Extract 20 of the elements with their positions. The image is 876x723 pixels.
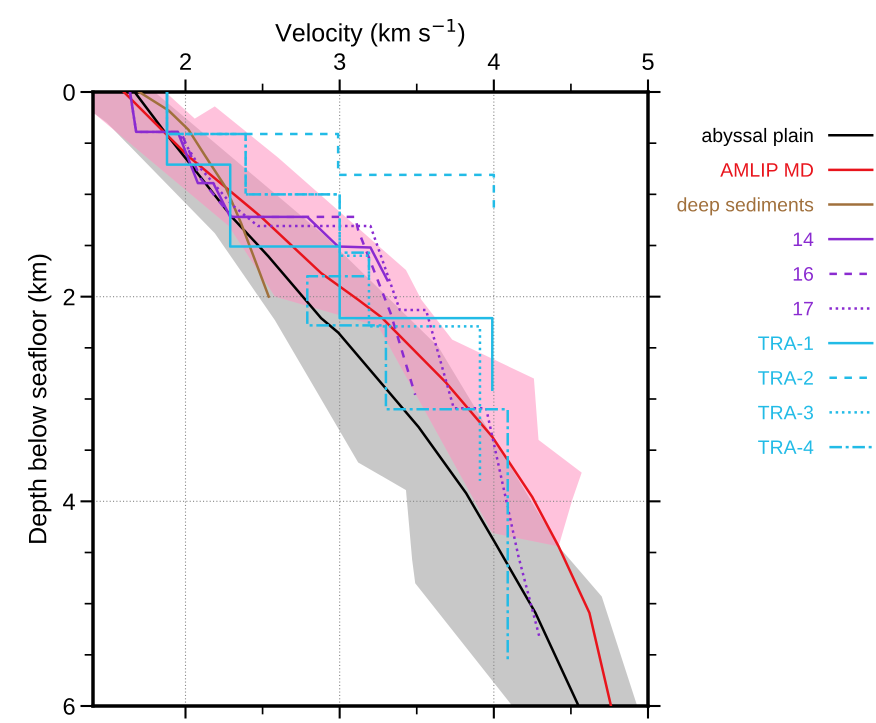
legend-label: 16 [794, 267, 814, 281]
y-tick-label: 4 [63, 494, 75, 510]
legend-label: TRA-3 [758, 406, 814, 420]
x-tick-label: 2 [180, 53, 191, 70]
x-axis-title: Velocity (km s$^{−1}$) [275, 19, 464, 47]
y-tick-label: 2 [64, 288, 74, 306]
legend-label: TRA-2 [758, 371, 813, 385]
legend-label: AMLIP MD [720, 163, 813, 177]
y-tick-label: 6 [64, 698, 75, 715]
x-tick-label: 5 [642, 53, 654, 70]
legend-label: 14 [794, 232, 814, 246]
legend-label: abyssal plain [702, 128, 813, 146]
y-tick-label: 0 [63, 84, 75, 101]
legend-label: TRA-4 [758, 440, 814, 454]
legend-label: TRA-1 [758, 336, 813, 350]
x-tick-label: 3 [334, 53, 346, 70]
legend-label: deep sediments [677, 197, 814, 216]
y-axis-title: Depth below seafloor (km) [28, 254, 52, 543]
legend-label: 17 [794, 302, 813, 316]
x-tick-label: 4 [488, 53, 500, 70]
